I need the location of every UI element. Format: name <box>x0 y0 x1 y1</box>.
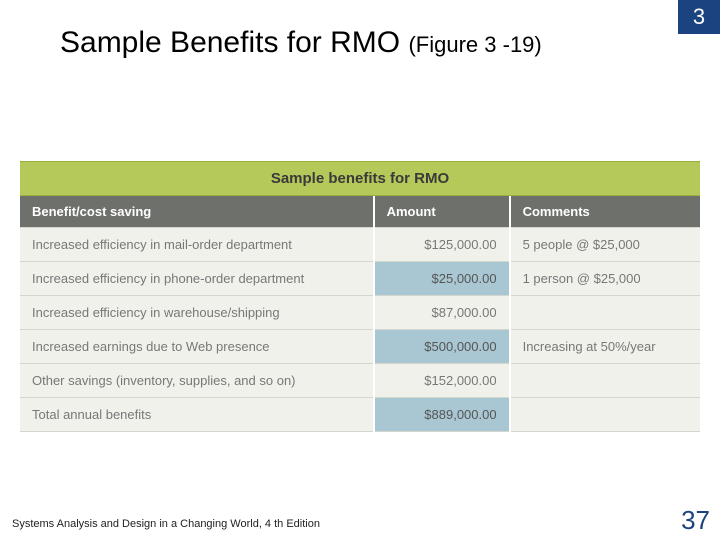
chapter-number-badge: 3 <box>678 0 720 34</box>
cell-benefit: Increased efficiency in warehouse/shippi… <box>20 296 374 330</box>
col-header-amount: Amount <box>374 196 510 228</box>
cell-benefit: Total annual benefits <box>20 398 374 432</box>
footer-text: Systems Analysis and Design in a Changin… <box>12 518 320 530</box>
table-row: Other savings (inventory, supplies, and … <box>20 364 700 398</box>
cell-comment: Increasing at 50%/year <box>510 330 700 364</box>
table-header-row: Benefit/cost saving Amount Comments <box>20 196 700 228</box>
table-row: Increased efficiency in mail-order depar… <box>20 228 700 262</box>
page-number: 37 <box>681 505 710 536</box>
benefits-table-container: Sample benefits for RMO Benefit/cost sav… <box>20 161 700 432</box>
slide-title: Sample Benefits for RMO (Figure 3 -19) <box>60 26 660 60</box>
cell-amount: $889,000.00 <box>374 398 510 432</box>
cell-benefit: Increased efficiency in mail-order depar… <box>20 228 374 262</box>
cell-amount: $87,000.00 <box>374 296 510 330</box>
table-row: Increased efficiency in phone-order depa… <box>20 262 700 296</box>
title-main: Sample Benefits for RMO <box>60 26 408 59</box>
cell-amount: $500,000.00 <box>374 330 510 364</box>
cell-amount: $125,000.00 <box>374 228 510 262</box>
cell-comment <box>510 398 700 432</box>
cell-comment: 5 people @ $25,000 <box>510 228 700 262</box>
col-header-comments: Comments <box>510 196 700 228</box>
table-body: Increased efficiency in mail-order depar… <box>20 228 700 432</box>
cell-comment <box>510 296 700 330</box>
table-row: Increased earnings due to Web presence $… <box>20 330 700 364</box>
cell-benefit: Increased earnings due to Web presence <box>20 330 374 364</box>
cell-benefit: Other savings (inventory, supplies, and … <box>20 364 374 398</box>
cell-comment <box>510 364 700 398</box>
cell-amount: $25,000.00 <box>374 262 510 296</box>
table-caption: Sample benefits for RMO <box>20 161 700 196</box>
col-header-benefit: Benefit/cost saving <box>20 196 374 228</box>
benefits-table: Benefit/cost saving Amount Comments Incr… <box>20 196 700 432</box>
cell-amount: $152,000.00 <box>374 364 510 398</box>
cell-comment: 1 person @ $25,000 <box>510 262 700 296</box>
table-row: Total annual benefits $889,000.00 <box>20 398 700 432</box>
slide: 3 Sample Benefits for RMO (Figure 3 -19)… <box>0 0 720 540</box>
table-row: Increased efficiency in warehouse/shippi… <box>20 296 700 330</box>
cell-benefit: Increased efficiency in phone-order depa… <box>20 262 374 296</box>
title-figure-ref: (Figure 3 -19) <box>408 32 541 57</box>
